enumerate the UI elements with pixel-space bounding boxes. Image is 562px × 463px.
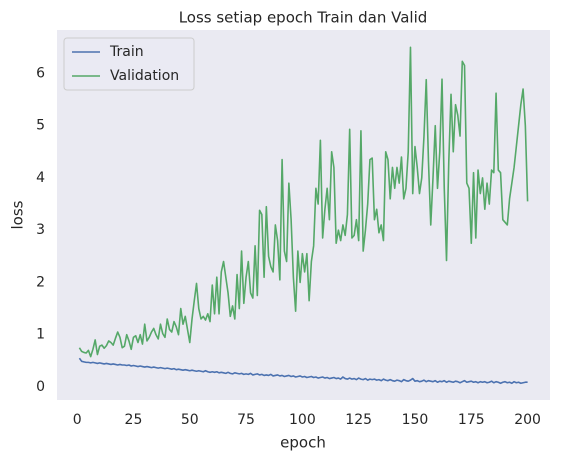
x-axis-label: epoch [280,434,326,452]
x-tick-label: 100 [289,412,316,428]
y-tick-label: 5 [36,118,45,134]
y-tick-label: 2 [36,274,45,290]
x-tick-label: 150 [402,412,429,428]
y-axis-label: loss [9,200,27,229]
x-tick-label: 175 [458,412,485,428]
y-tick-label: 0 [36,379,45,395]
x-tick-label: 0 [73,412,82,428]
x-tick-label: 75 [237,412,255,428]
x-tick-label: 200 [514,412,541,428]
legend-label: Train [109,44,144,60]
chart-title: Loss setiap epoch Train dan Valid [179,9,428,27]
y-tick-label: 6 [36,65,45,81]
line-series [78,357,528,385]
x-tick-label: 25 [125,412,143,428]
line-series [78,46,529,358]
x-tick-label: 50 [181,412,199,428]
y-tick-label: 4 [36,170,45,186]
legend-label: Validation [110,68,179,84]
y-tick-label: 1 [36,327,45,343]
legend-box [63,37,195,91]
y-tick-label: 3 [36,222,45,238]
x-tick-label: 125 [345,412,372,428]
